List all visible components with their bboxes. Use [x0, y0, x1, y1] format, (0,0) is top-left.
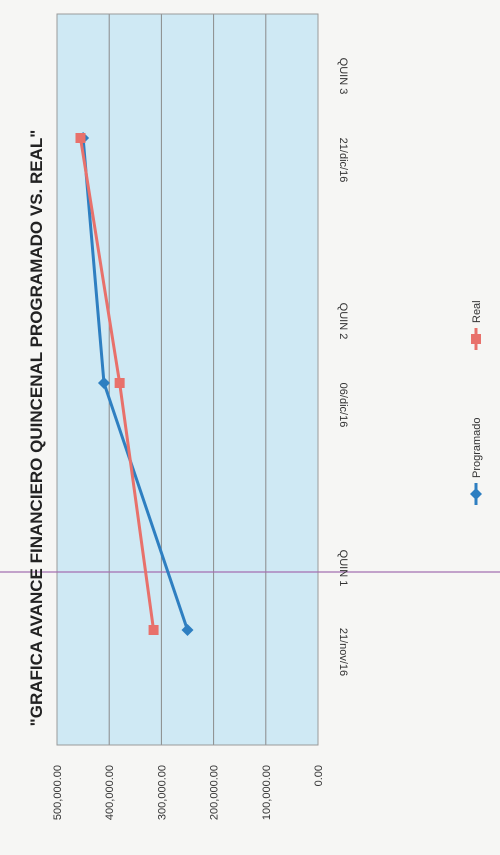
y-tick-label: 0.00: [313, 765, 325, 786]
category-label: QUIN 1 21/nov/16: [337, 550, 349, 677]
legend-label: Programado: [471, 417, 483, 478]
legend-item: Programado: [470, 417, 483, 505]
y-tick-label: 400,000.00: [104, 765, 116, 820]
category-label-line2: 21/dic/16: [337, 138, 349, 183]
plot-area: [57, 14, 318, 745]
category-label-line2: 21/nov/16: [337, 628, 349, 676]
category-label-line1: QUIN 3: [337, 58, 349, 95]
legend-swatch-marker: [471, 334, 481, 344]
category-label: QUIN 3 21/dic/16: [337, 58, 349, 183]
y-tick-label: 300,000.00: [156, 765, 168, 820]
plot-frame: [56, 13, 319, 746]
data-point: [148, 625, 159, 635]
y-tick-label: 500,000.00: [52, 765, 64, 820]
category-label: QUIN 2 06/dic/16: [337, 303, 349, 428]
legend-swatch-marker: [470, 488, 482, 500]
legend-label: Real: [471, 300, 483, 323]
y-tick-label: 100,000.00: [261, 765, 273, 820]
category-label-line2: 06/dic/16: [337, 383, 349, 428]
y-tick-label: 200,000.00: [209, 765, 221, 820]
chart-title: "GRAFICA AVANCE FINANCIERO QUINCENAL PRO…: [27, 130, 46, 727]
category-label-line1: QUIN 2: [337, 303, 349, 340]
legend-item: Real: [471, 300, 483, 350]
data-point: [181, 624, 194, 636]
category-label-line1: QUIN 1: [337, 550, 349, 587]
data-point: [97, 377, 110, 389]
data-point: [75, 133, 86, 143]
data-point: [114, 378, 125, 388]
